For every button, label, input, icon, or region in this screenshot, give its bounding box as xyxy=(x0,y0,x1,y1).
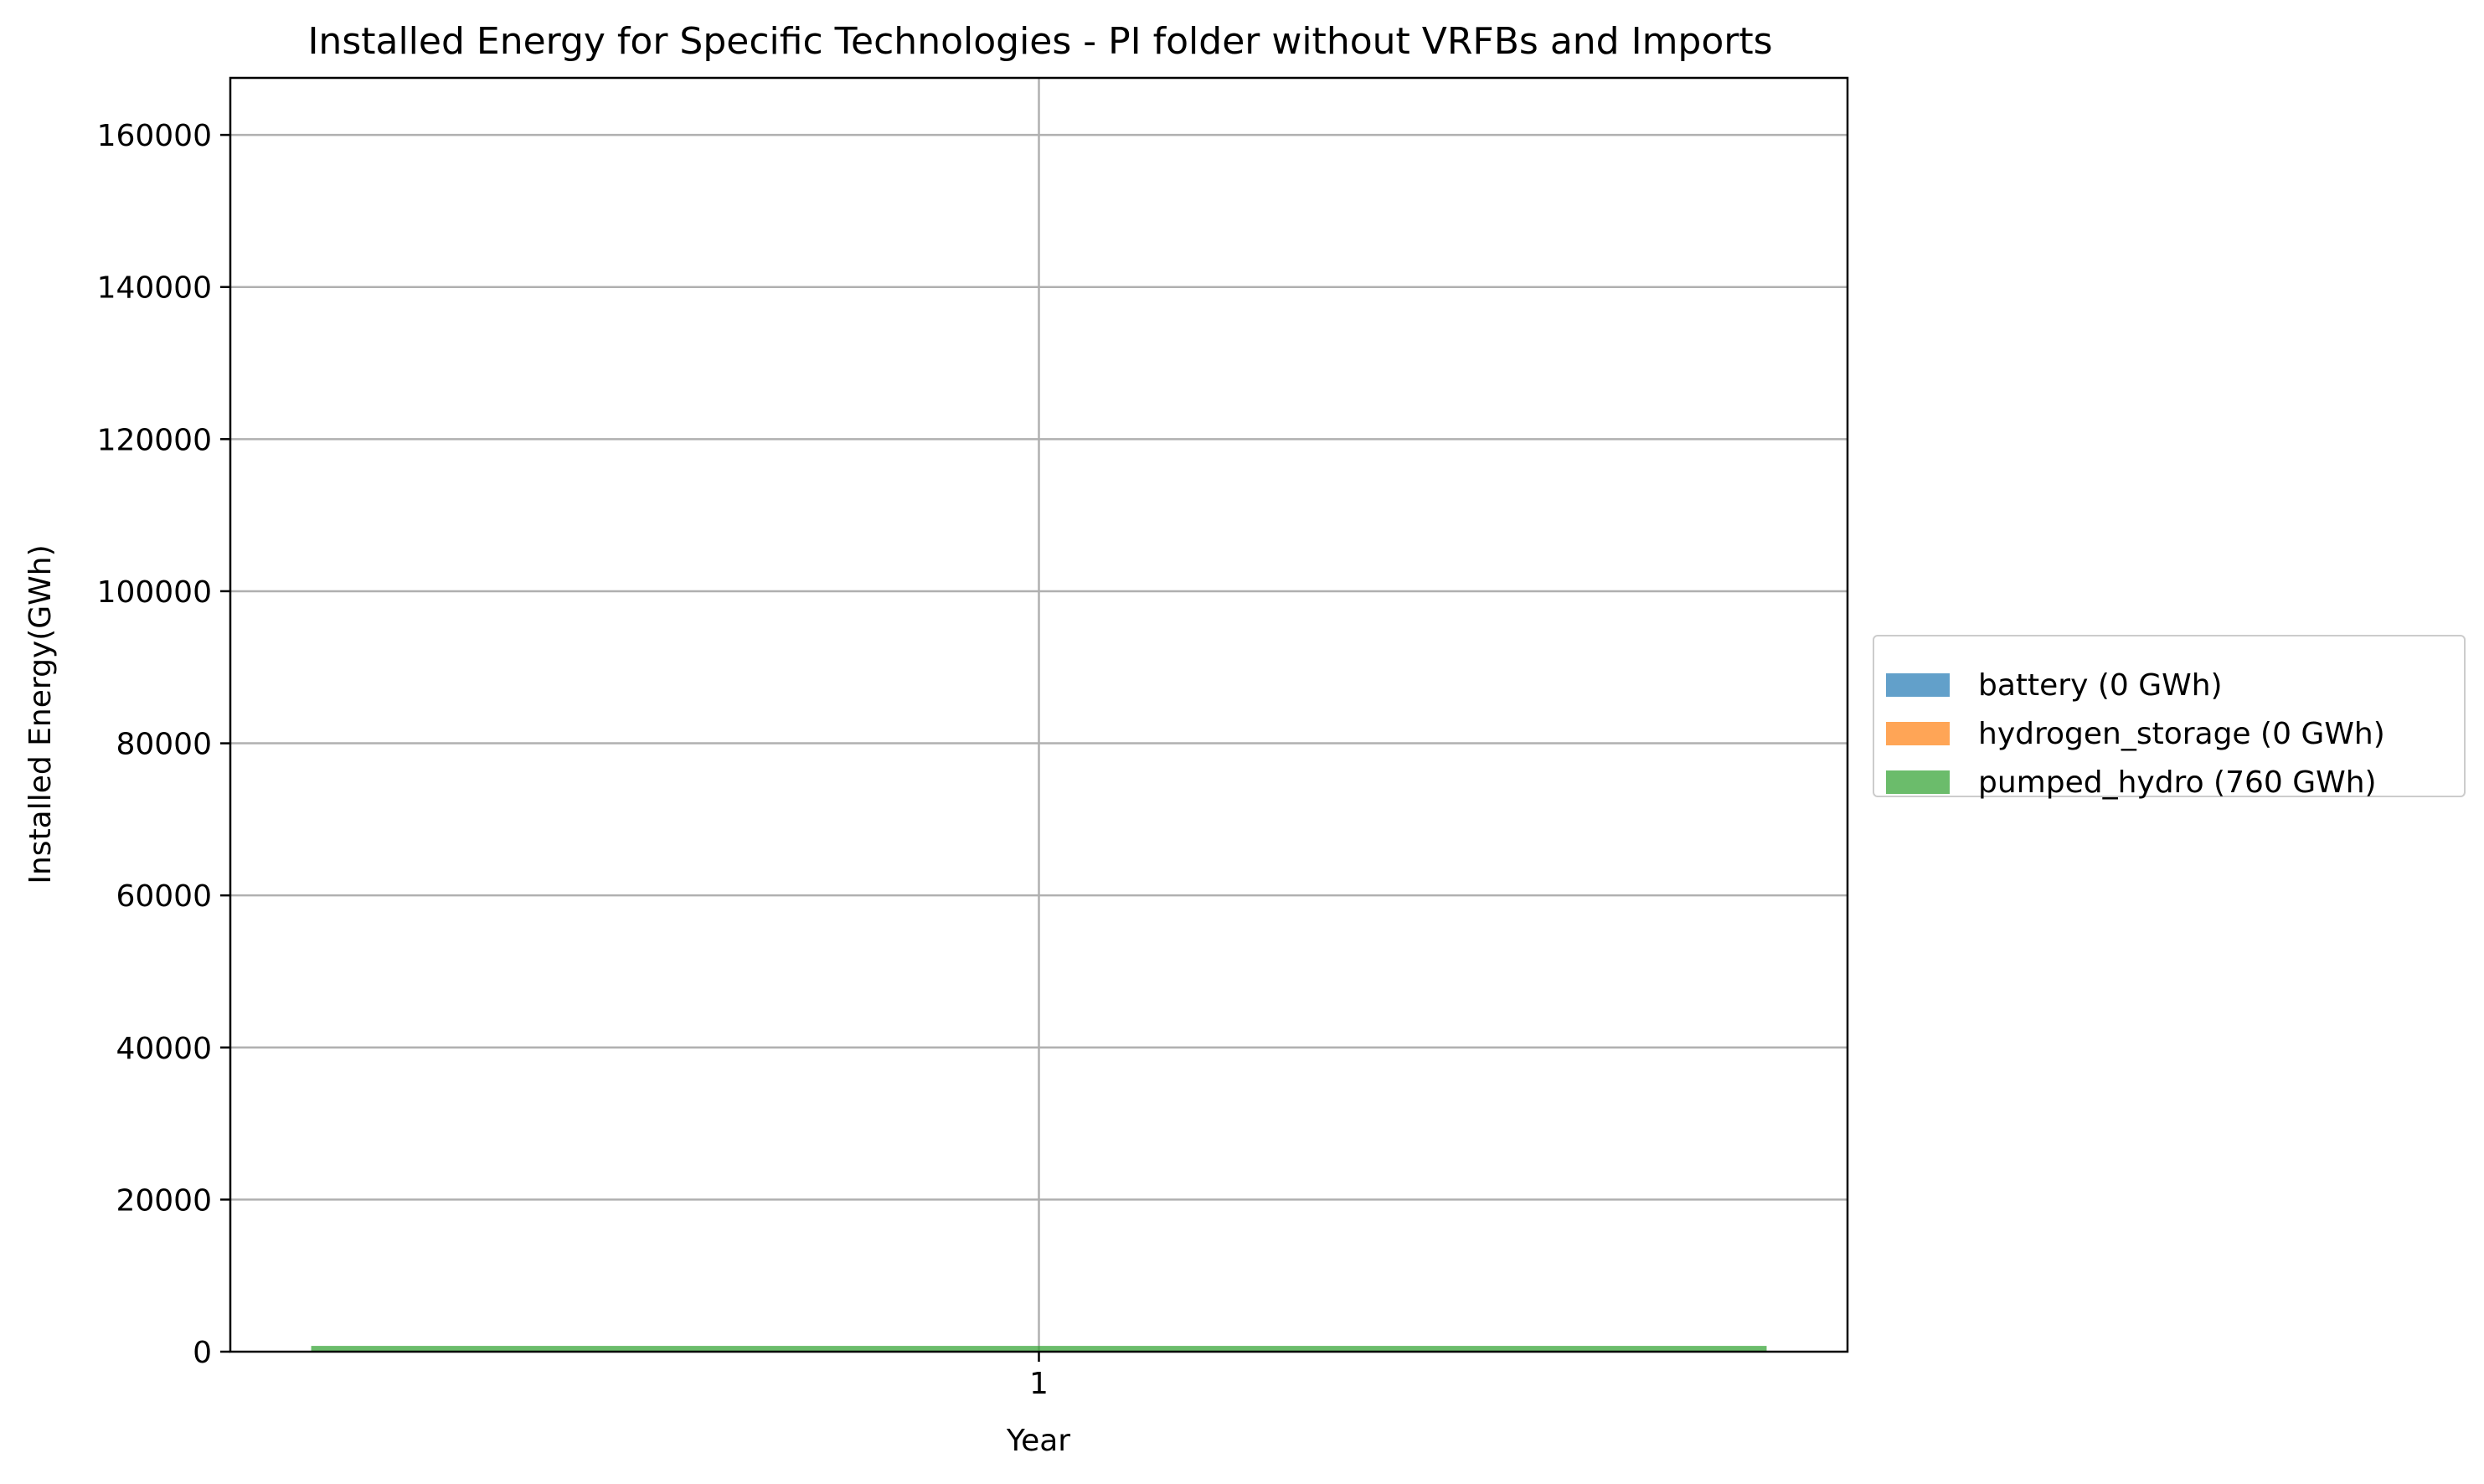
y-tick-label: 120000 xyxy=(97,423,212,457)
y-tick-label: 20000 xyxy=(116,1183,212,1218)
y-tick-label: 80000 xyxy=(116,728,212,762)
ticks-layer: 0 20000 40000 60000 80000 100000 120000 140000 1… xyxy=(97,119,1049,1401)
legend-swatch-pumped-hydro xyxy=(1886,770,1950,794)
y-tick-label: 0 xyxy=(193,1336,212,1370)
bars-layer xyxy=(311,1346,1767,1352)
y-tick-label: 40000 xyxy=(116,1032,212,1066)
legend: battery (0 GWh) hydrogen_storage (0 GWh)… xyxy=(1873,635,2466,800)
y-tick-label: 60000 xyxy=(116,879,212,914)
legend-label-hydrogen-storage: hydrogen_storage (0 GWh) xyxy=(1978,716,2385,751)
plot-frame xyxy=(229,76,1849,1353)
legend-label-battery: battery (0 GWh) xyxy=(1978,667,2223,703)
y-tick-label: 100000 xyxy=(97,575,212,610)
chart-title: Installed Energy for Specific Technologi… xyxy=(307,20,1772,63)
y-axis-label: Installed Energy(GWh) xyxy=(23,544,58,884)
bar-pumped-hydro xyxy=(311,1346,1767,1352)
x-tick-label: 1 xyxy=(1029,1367,1049,1401)
y-tick-label: 160000 xyxy=(97,119,212,153)
legend-item-hydrogen-storage: hydrogen_storage (0 GWh) xyxy=(1886,710,2385,757)
legend-swatch-battery xyxy=(1886,673,1950,697)
legend-swatch-hydrogen-storage xyxy=(1886,722,1950,745)
legend-item-battery: battery (0 GWh) xyxy=(1886,662,2223,709)
grid-layer xyxy=(230,78,1848,1352)
x-axis-label: Year xyxy=(1006,1424,1070,1458)
y-tick-label: 140000 xyxy=(97,271,212,306)
legend-label-pumped-hydro: pumped_hydro (760 GWh) xyxy=(1978,765,2377,800)
legend-item-pumped-hydro: pumped_hydro (760 GWh) xyxy=(1886,759,2377,806)
